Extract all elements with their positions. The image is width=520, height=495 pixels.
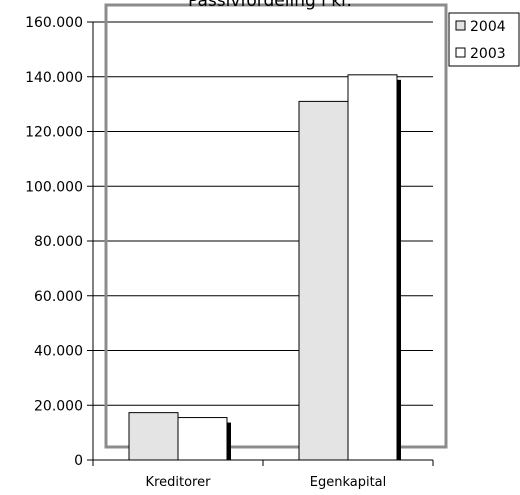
y-tick-label: 0	[74, 453, 83, 469]
y-tick-label: 160.000	[25, 15, 83, 31]
y-tick-label: 40.000	[34, 344, 83, 360]
y-tick-label: 120.000	[25, 125, 83, 141]
category-label: Egenkapital	[310, 475, 387, 490]
bar-2003-egenkapital	[347, 74, 398, 461]
bar-2003-kreditorer	[177, 417, 228, 461]
category-label: Kreditorer	[146, 475, 212, 490]
y-tick-label: 20.000	[34, 398, 83, 414]
legend-swatch	[455, 47, 466, 58]
legend-swatch	[455, 20, 466, 31]
chart-title: Passivfordeling i kr.	[188, 0, 352, 11]
bar-2004-egenkapital	[298, 100, 349, 461]
y-tick-label: 80.000	[34, 234, 83, 250]
bars	[128, 74, 401, 461]
bar-2004-kreditorer	[128, 412, 179, 461]
y-tick-label: 100.000	[25, 179, 83, 195]
legend-label: 2003	[470, 46, 506, 62]
legend-label: 2004	[470, 19, 506, 35]
y-tick-label: 140.000	[25, 70, 83, 86]
legend: 2004 2003	[448, 12, 520, 67]
plot-frame	[104, 3, 448, 449]
gridlines	[93, 21, 433, 406]
plot-frame-rect	[104, 3, 448, 449]
y-tick-label: 60.000	[34, 289, 83, 305]
axes: Kreditorer Egenkapital 0 20.000 40.000 60.000…	[25, 15, 434, 490]
